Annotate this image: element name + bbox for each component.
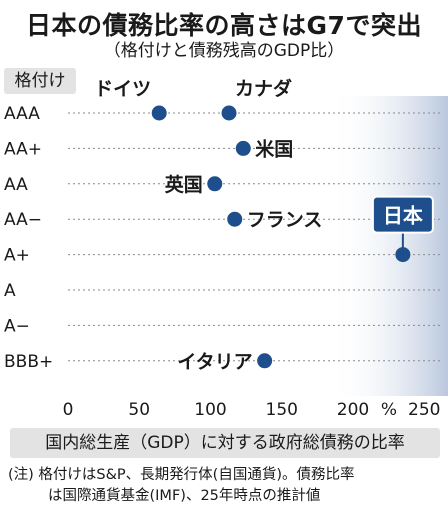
data-point [257, 353, 273, 369]
chart-title: 日本の債務比率の高さはG7で突出 [26, 11, 422, 40]
x-tick-label: 150 [266, 400, 298, 420]
data-point [235, 140, 251, 156]
point-label: 米国 [255, 137, 293, 160]
y-tick-label: A [4, 281, 16, 301]
x-tick-label: 100 [194, 400, 226, 420]
x-tick-label: 0 [63, 400, 74, 420]
y-tick-label: AAA [4, 104, 40, 124]
y-tick-label: A+ [4, 246, 30, 266]
chart-subtitle: （格付けと債務残高のGDP比） [103, 41, 345, 61]
data-point [227, 211, 243, 227]
point-label: 英国 [165, 173, 203, 196]
point-label: フランス [247, 209, 323, 231]
y-tick-label: AA+ [4, 139, 42, 159]
japan-label-box [371, 195, 434, 234]
x-tick-label: 50 [128, 400, 150, 420]
point-label: 日本 [383, 204, 423, 228]
y-tick-label: A− [4, 316, 30, 336]
y-tick-label: AA [4, 175, 28, 195]
x-tick-label: 200 [337, 400, 369, 420]
data-point [151, 105, 167, 121]
y-axis-header: 格付け [4, 68, 76, 94]
footnote-line-2: は国際通貨基金(IMF)、25年時点の推計値 [48, 488, 321, 504]
data-point [395, 247, 411, 263]
point-label: カナダ [235, 77, 292, 100]
data-point [207, 176, 223, 192]
footnote-line-1: (注) 格付けはS&P、長期発行体(自国通貨)。債務比率 [8, 467, 355, 483]
footnote: (注) 格付けはS&P、長期発行体(自国通貨)。債務比率 は国際通貨基金(IMF… [8, 465, 444, 507]
japan-highlight-band [330, 96, 448, 396]
y-tick-label: AA− [4, 210, 42, 230]
point-label: イタリア [177, 351, 252, 373]
data-point [221, 105, 237, 121]
x-axis-label: 国内総生産（GDP）に対する政府総債務の比率 [10, 428, 440, 458]
x-tick-label: 250 [408, 400, 440, 420]
x-unit-label: % [381, 400, 397, 420]
y-tick-label: BBB+ [4, 352, 53, 372]
point-label: ドイツ [94, 78, 151, 100]
